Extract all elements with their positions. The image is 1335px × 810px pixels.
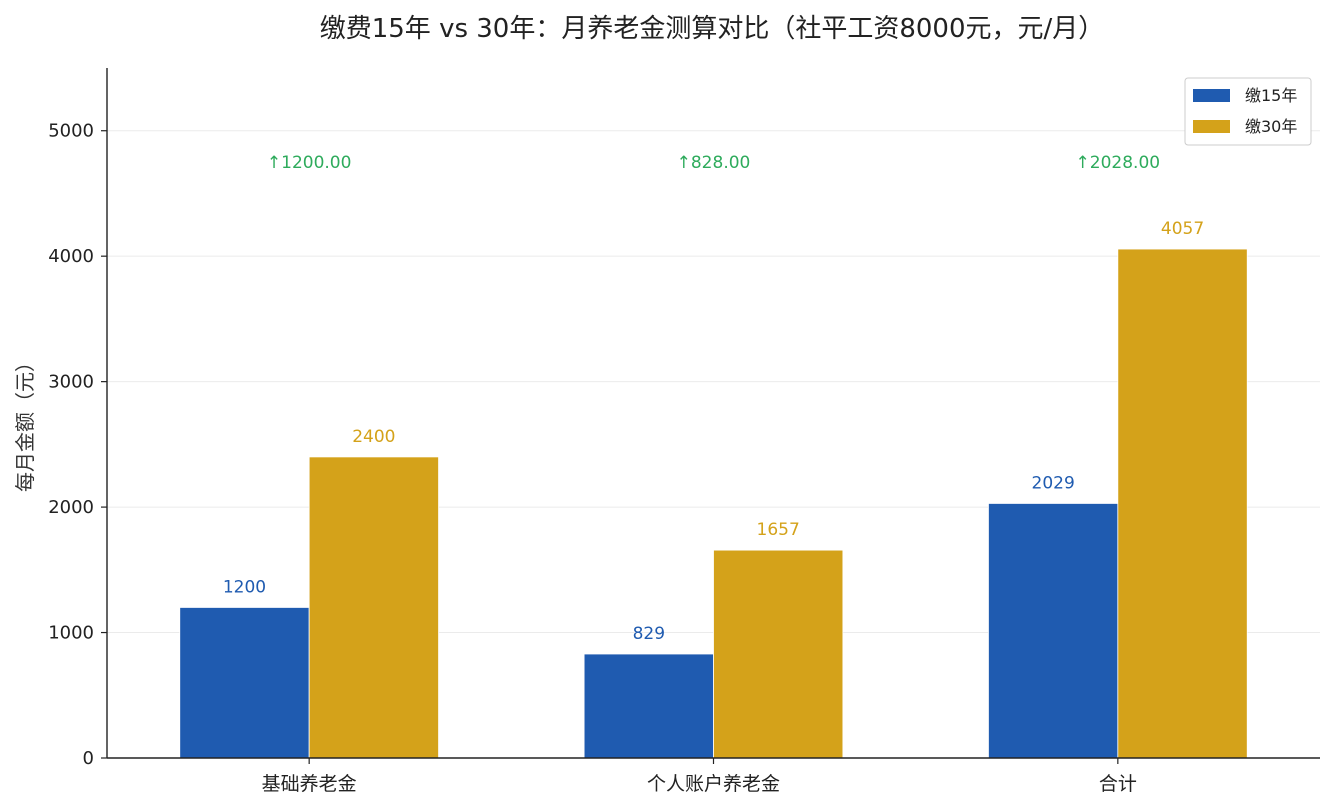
y-tick-label: 5000 [48, 121, 94, 142]
category-label: 个人账户养老金 [647, 773, 780, 795]
difference-label: ↑828.00 [677, 153, 751, 173]
bar-series-2 [713, 549, 844, 759]
legend-label: 缴30年 [1245, 117, 1297, 136]
difference-label: ↑2028.00 [1076, 153, 1161, 173]
y-tick-label: 2000 [48, 497, 94, 518]
bar-series-1 [583, 653, 714, 759]
category-label: 合计 [1099, 773, 1137, 795]
bar-series-2 [1117, 248, 1248, 759]
bar-value-label: 4057 [1161, 219, 1204, 239]
y-tick-label: 3000 [48, 372, 94, 393]
chart-title: 缴费15年 vs 30年：月养老金测算对比（社平工资8000元，元/月） [320, 14, 1105, 44]
bar-labels: 1200 2400 ↑1200.00 829 1657 ↑828.00 2029 4057 ↑2… [223, 153, 1204, 644]
bar-value-label: 1657 [757, 520, 800, 540]
bar-value-label: 1200 [223, 577, 266, 597]
category-label: 基础养老金 [262, 773, 357, 795]
bar-value-label: 2029 [1032, 473, 1075, 493]
y-tick-label: 0 [83, 748, 94, 769]
bar-value-label: 829 [633, 624, 665, 644]
bar-series-2 [308, 456, 439, 759]
legend-swatch [1193, 89, 1230, 102]
y-tick-label: 1000 [48, 623, 94, 644]
difference-label: ↑1200.00 [267, 153, 352, 173]
bar-value-label: 2400 [352, 427, 395, 447]
bar-series-1 [988, 503, 1119, 759]
bar-series-1 [179, 607, 310, 759]
bars [179, 248, 1248, 759]
legend-label: 缴15年 [1245, 86, 1297, 105]
legend-swatch [1193, 120, 1230, 133]
axes: 0 1000 2000 3000 4000 5000 基础养老金 个人账户养老金 合计 [48, 68, 1320, 795]
y-tick-label: 4000 [48, 246, 94, 267]
y-axis-label: 每月金额（元） [13, 352, 37, 492]
